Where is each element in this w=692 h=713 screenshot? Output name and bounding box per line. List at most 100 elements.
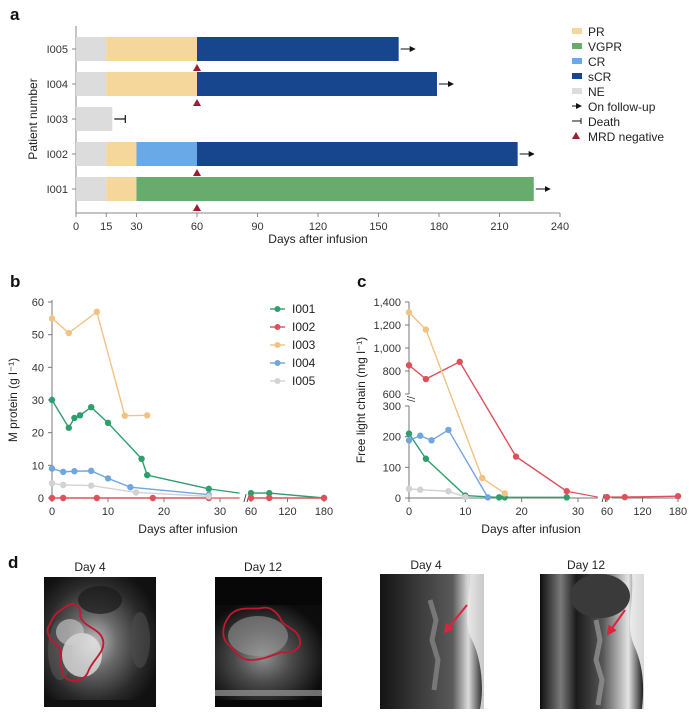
data-point-I001 [88,403,95,411]
x-tick-label: 240 [551,221,569,233]
data-point-I002 [60,494,67,502]
y-tick-label: 50 [32,330,44,342]
tumor-outline-2 [222,606,302,661]
panel-letter-c: c [357,272,366,291]
x-tick-label: 180 [315,506,333,518]
x-tick-label: 0 [49,506,55,518]
legend-triangle-icon [572,132,580,139]
x-tick-label: 30 [130,221,142,233]
y-tick-label: 1,000 [373,343,401,355]
bar-segment-pr [106,72,197,96]
y-tick-label: 10 [32,460,44,472]
y-tick-label: 300 [383,401,401,413]
data-point-I004 [60,468,67,476]
data-point-I001 [495,494,503,501]
data-point-I002 [266,494,273,502]
legend-label: I004 [292,356,316,370]
legend-swatch-ne [572,88,582,94]
x-tick-label: 20 [516,506,528,518]
mri-image-2 [215,577,322,707]
legend-marker-I001 [274,306,281,312]
data-point-I005 [417,486,424,493]
data-point-I003 [93,308,101,315]
series-line-I005 [408,488,466,498]
legend-label: PR [588,25,605,39]
data-point-I005 [405,485,413,492]
series-line-I001 [408,433,567,499]
panel-letter-b: b [10,272,20,291]
data-point-I003 [65,329,73,337]
y-tick-label: 20 [32,428,44,440]
mrd-negative-marker [193,99,201,106]
x-tick-label: 60 [601,506,613,518]
mri-4-title: Day 12 [567,558,605,572]
axis-break-mark: // [244,493,251,505]
data-point-I002 [320,494,328,502]
x-tick-label: 210 [490,221,508,233]
series-line-I001 [251,492,325,499]
data-point-I005 [462,493,469,501]
panel-c-xlabel: Days after infusion [481,522,580,536]
bar-segment-scr [197,37,399,61]
data-point-I001 [48,396,56,404]
series-tail-I001 [208,488,240,494]
y-tick-label: I002 [47,149,68,161]
data-point-I003 [121,412,128,419]
data-point-I002 [456,358,463,365]
data-point-I001 [205,485,212,493]
mrd-negative-marker [193,204,201,211]
y-tick-label: I005 [47,44,68,56]
data-point-I003 [48,315,56,322]
data-point-I002 [563,488,570,495]
y-tick-label: 1,400 [373,297,401,309]
data-point-I002 [512,453,520,460]
x-tick-label: 60 [191,221,203,233]
data-point-I001 [65,424,73,431]
data-point-I004 [104,475,112,482]
data-point-I001 [138,455,145,462]
x-tick-label: 10 [459,506,471,518]
legend-label: I003 [292,338,316,352]
y-tick-label: I001 [47,184,68,196]
data-point-I001 [563,494,570,501]
bar-segment-scr [197,72,437,96]
legend-label: sCR [588,70,612,84]
data-point-I001 [104,419,112,427]
bar-segment-cr [136,142,197,166]
data-point-I004 [484,494,492,501]
panel-letter-d: d [8,553,18,572]
bar-segment-pr [106,142,137,166]
x-tick-label: 10 [102,506,114,518]
data-point-I005 [205,493,212,500]
x-tick-label: 0 [406,506,412,518]
bar-segment-ne [76,177,107,201]
legend-label: Death [588,115,620,129]
data-point-I001 [247,489,255,497]
y-tick-label: 200 [383,432,401,444]
legend-label: I001 [292,302,316,316]
x-tick-label: 120 [633,506,651,518]
y-tick-label: 60 [32,297,44,309]
panel-b-legend: I001 I002 I003 I004 I005 [270,302,316,388]
series-line-I003 [51,310,148,417]
data-point-I002 [405,362,413,369]
data-point-I003 [144,412,151,419]
data-point-I003 [405,309,413,316]
panel-b-ylabel: M protein (g l⁻¹) [6,358,20,442]
legend-label: MRD negative [588,130,664,144]
data-point-I001 [266,489,273,497]
data-point-I004 [71,468,78,475]
data-point-I002 [247,494,255,502]
panel-a-ylabel: Patient number [26,78,40,159]
legend-label: VGPR [588,40,622,54]
y-axis-break-mark: // [404,396,416,403]
x-tick-label: 30 [572,506,584,518]
data-point-I005 [48,480,56,487]
data-point-I002 [621,493,628,501]
y-tick-label: 100 [383,462,401,474]
data-point-I005 [60,481,67,489]
data-point-I004 [428,437,435,444]
panel-c-chart: //01002003006008001,0001,2001,400//01020… [373,297,687,518]
